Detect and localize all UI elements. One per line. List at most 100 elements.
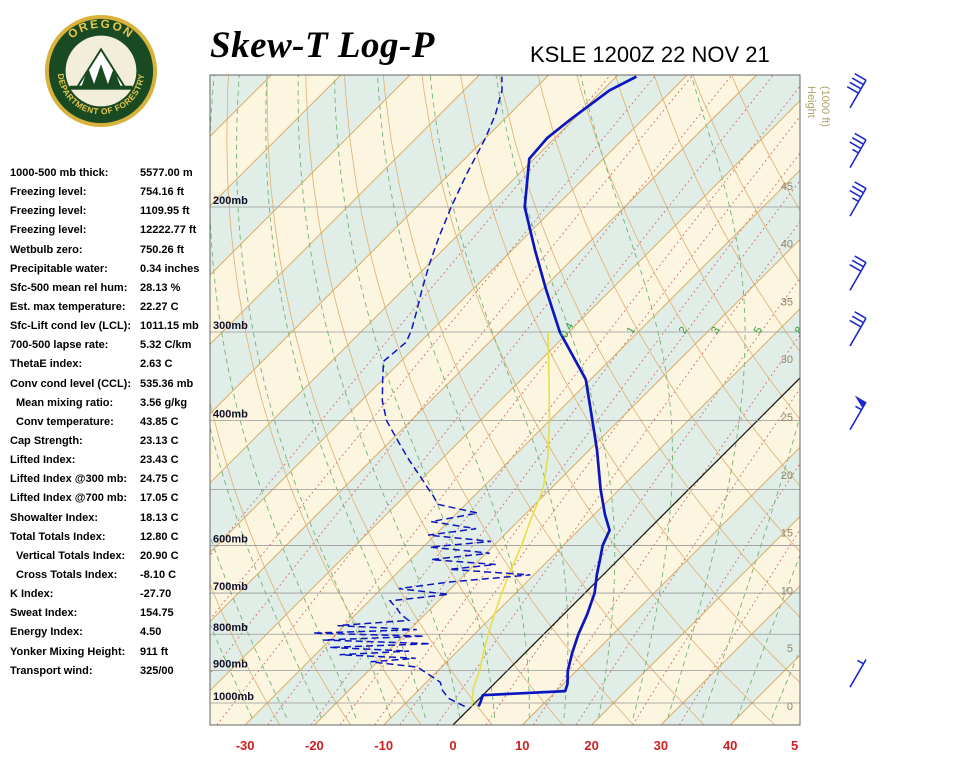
pressure-label: 900mb: [213, 659, 248, 671]
pressure-label: 300mb: [213, 320, 248, 332]
stat-value: 4.50: [140, 626, 162, 639]
mixing-ratio-label: 8: [793, 325, 806, 336]
stat-label: Yonker Mixing Height:: [10, 645, 126, 658]
stat-row: 1000-500 mb thick: 5577.00 m: [10, 167, 220, 186]
stat-row: Vertical Totals Index: 20.90 C: [10, 550, 220, 569]
stat-label: Est. max temperature:: [10, 300, 126, 313]
height-tick-label: 45: [781, 181, 793, 193]
stat-value: 750.26 ft: [140, 243, 185, 256]
stat-value: 28.13 %: [140, 281, 181, 294]
temp-tick-label: 5: [791, 738, 798, 753]
isotherm: [195, 75, 202, 725]
isotherm: [210, 75, 688, 553]
dewpoint-trace: [312, 76, 531, 708]
stat-value: 5577.00 m: [140, 167, 193, 179]
stat-value: 18.13 C: [140, 511, 179, 524]
stat-row: Freezing level: 1109.95 ft: [10, 205, 220, 224]
stat-row: Total Totals Index: 12.80 C: [10, 531, 220, 550]
logo-ground: [69, 85, 133, 90]
stat-value: -27.70: [140, 588, 172, 601]
stat-value: 325/00: [140, 664, 174, 677]
stat-value: 535.36 mb: [140, 377, 194, 390]
height-axis-title: Height: [805, 86, 817, 118]
zero-isotherm: [452, 377, 800, 725]
stat-label: ThetaE index:: [10, 358, 83, 371]
height-axis: 45 40 35 30 25 20 15 10 5 0 Height (1000 ft): [781, 86, 831, 713]
stat-label: Sfc-500 mean rel hum:: [10, 281, 128, 294]
plot-area: 0.4 1 2 3 5 8: [195, 75, 806, 725]
stat-label: Precipitable water:: [10, 262, 108, 275]
pressure-label: 700mb: [213, 581, 248, 593]
stat-value: 5.32 C/km: [140, 339, 192, 352]
stat-label: Conv cond level (CCL):: [10, 377, 132, 390]
stat-row: Sweat Index: 154.75: [10, 607, 220, 626]
stat-value: 43.85 C: [140, 415, 179, 428]
stat-row: Lifted Index @300 mb: 24.75 C: [10, 473, 220, 492]
height-tick-label: 20: [781, 470, 793, 482]
stat-value: 2.63 C: [140, 358, 173, 371]
stat-label: Lifted Index @300 mb:: [10, 473, 128, 486]
stat-row: Showalter Index: 18.13 C: [10, 512, 220, 531]
temp-tick-label: -20: [305, 738, 324, 753]
height-tick-label: 0: [787, 701, 793, 713]
stat-value: 12222.77 ft: [140, 224, 197, 237]
stat-row: Lifted Index: 23.43 C: [10, 454, 220, 473]
stat-label: Lifted Index @700 mb:: [10, 492, 128, 505]
stat-value: 0.34 inches: [140, 262, 200, 275]
stat-value: 20.90 C: [140, 549, 179, 562]
stat-value: 911 ft: [140, 645, 169, 658]
temp-axis-labels: -30 -20 -10 0 10 20 30 40 5: [236, 738, 799, 753]
isotherms: [195, 75, 800, 725]
stat-label: Freezing level:: [10, 205, 87, 218]
stat-row: Cross Totals Index: -8.10 C: [10, 569, 220, 588]
sounding-traces: [312, 75, 638, 708]
wind-barb-icon: [849, 659, 867, 688]
wind-barb-icon: [849, 181, 867, 217]
stat-label: Conv temperature:: [16, 415, 114, 428]
stat-value: 22.27 C: [140, 300, 179, 313]
stat-label: Cross Totals Index:: [16, 568, 118, 581]
height-tick-label: 40: [781, 239, 793, 251]
stat-row: Freezing level: 12222.77 ft: [10, 224, 220, 243]
stat-value: 24.75 C: [140, 473, 179, 486]
height-tick-label: 15: [781, 528, 793, 540]
stat-row: 700-500 lapse rate: 5.32 C/km: [10, 339, 220, 358]
stat-row: K Index: -27.70: [10, 588, 220, 607]
pressure-label: 600mb: [213, 534, 248, 546]
stat-value: 3.56 g/kg: [140, 396, 188, 409]
temp-tick-label: 10: [515, 738, 529, 753]
mixing-ratio-label: 2: [677, 325, 690, 336]
isotherm: [210, 100, 800, 692]
temp-tick-label: -10: [374, 738, 393, 753]
logo-tree-icon: [106, 68, 121, 87]
mixing-ratio-label: 1: [625, 325, 638, 336]
stat-value: 17.05 C: [140, 492, 179, 505]
wind-barb-icon: [849, 311, 867, 347]
stat-label: Freezing level:: [10, 186, 87, 199]
stat-label: 700-500 lapse rate:: [10, 339, 109, 352]
stat-label: Lifted Index:: [10, 454, 76, 467]
isotherm: [799, 723, 800, 725]
isotherm: [210, 75, 480, 345]
stat-label: Total Totals Index:: [10, 530, 106, 543]
temperature-trace: [477, 75, 638, 707]
stat-value: -8.10 C: [140, 568, 177, 581]
stat-row: Sfc-Lift cond lev (LCL): 1011.15 mb: [10, 320, 220, 339]
pressure-axis-labels: 200mb 300mb 400mb 600mb 700mb 800mb 900mb 1000m…: [213, 195, 254, 703]
logo-tree-icon: [81, 68, 96, 87]
stat-label: Cap Strength:: [10, 434, 83, 447]
isotherm: [521, 446, 800, 725]
stat-value: 12.80 C: [140, 530, 179, 543]
plot-border: [209, 74, 801, 726]
stat-label: Vertical Totals Index:: [16, 549, 126, 562]
stat-row: Sfc-500 mean rel hum: 28.13 %: [10, 282, 220, 301]
isotherm: [591, 515, 800, 725]
stats-panel: 1000-500 mb thick: 5577.00 m Freezing leve…: [10, 167, 220, 684]
stat-value: 1109.95 ft: [140, 205, 190, 218]
wind-barb-icon: [849, 132, 867, 169]
stat-label: Wetbulb zero:: [10, 243, 83, 256]
stat-label: 1000-500 mb thick:: [10, 167, 109, 179]
skewt-chart: 0.4 1 2 3 5 8200mb300mb400mb600mb700mb800mb90…: [195, 73, 867, 753]
stat-label: Showalter Index:: [10, 511, 99, 524]
